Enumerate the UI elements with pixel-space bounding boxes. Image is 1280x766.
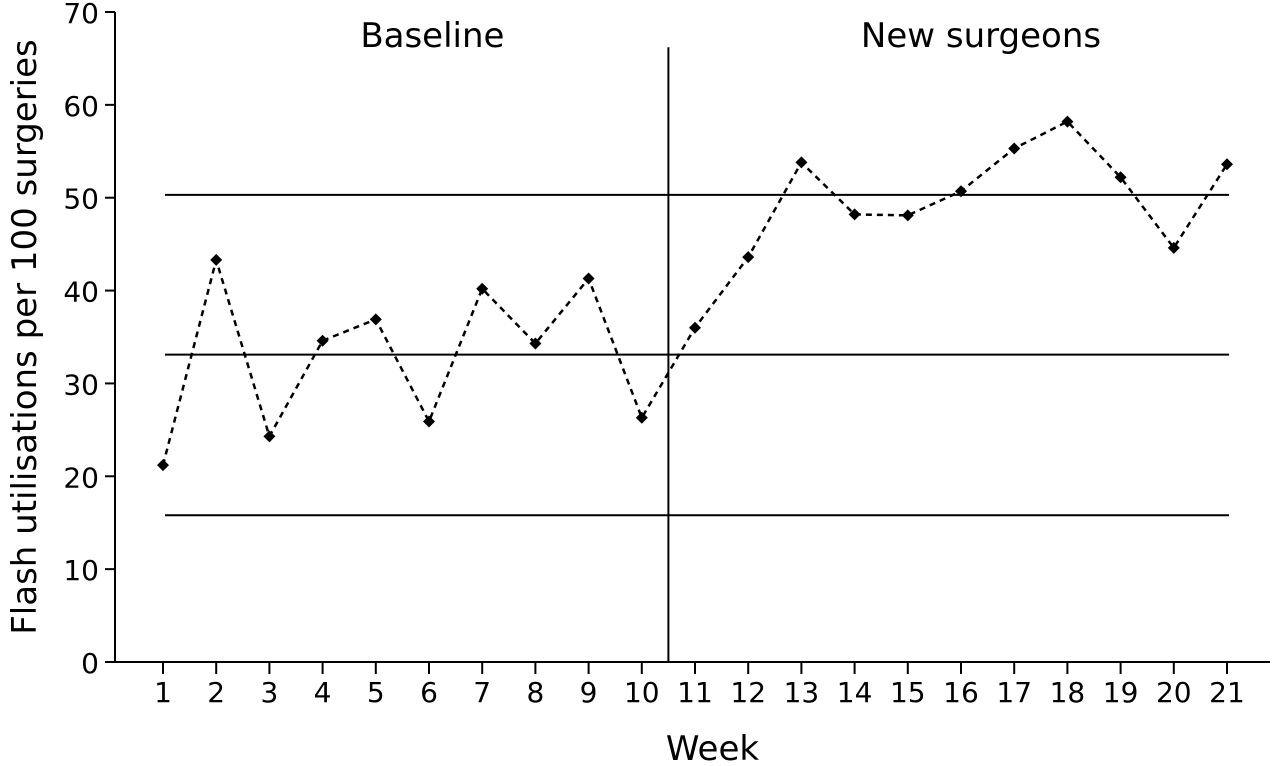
x-axis-ticks: 1 2 3 4 5 6 7 8 9 10 11 12 13 14 15 16 17 18 19 20 21 xyxy=(154,662,1245,709)
data-point xyxy=(1221,158,1233,171)
data-point xyxy=(1061,115,1074,128)
x-tick-label: 15 xyxy=(890,676,926,709)
y-tick-label: 60 xyxy=(63,90,99,123)
x-tick-label: 17 xyxy=(996,676,1032,709)
data-point xyxy=(582,272,595,285)
axes xyxy=(114,12,1270,663)
x-tick-label: 5 xyxy=(367,676,385,709)
y-axis-ticks: 0 10 20 30 40 50 60 70 xyxy=(63,0,115,680)
x-tick-label: 21 xyxy=(1209,676,1245,709)
x-tick-label: 10 xyxy=(624,676,660,709)
x-tick-label: 18 xyxy=(1050,676,1086,709)
reference-lines xyxy=(165,193,1229,517)
data-point xyxy=(635,411,648,424)
data-point xyxy=(157,459,169,472)
y-tick-label: 10 xyxy=(63,554,99,587)
data-point xyxy=(529,337,542,350)
data-point xyxy=(263,430,276,443)
x-tick-label: 11 xyxy=(677,676,713,709)
x-tick-label: 4 xyxy=(314,676,332,709)
data-point xyxy=(689,321,701,334)
x-tick-label: 9 xyxy=(580,676,598,709)
x-tick-label: 16 xyxy=(943,676,979,709)
data-point xyxy=(955,185,967,198)
x-tick-label: 20 xyxy=(1156,676,1192,709)
data-point xyxy=(476,282,489,295)
data-point xyxy=(795,156,808,169)
phase-labels: Baseline New surgeons xyxy=(360,16,1101,56)
phase-label: New surgeons xyxy=(861,16,1101,56)
y-tick-label: 0 xyxy=(81,647,99,680)
data-point xyxy=(848,208,861,221)
data-point xyxy=(316,334,329,347)
y-tick-label: 50 xyxy=(63,183,99,216)
data-point xyxy=(901,209,914,222)
x-tick-label: 6 xyxy=(420,676,438,709)
y-tick-label: 40 xyxy=(63,276,99,309)
x-axis-label: Week xyxy=(666,729,759,766)
data-point xyxy=(423,415,435,428)
x-tick-label: 8 xyxy=(526,676,544,709)
y-tick-label: 20 xyxy=(63,461,99,494)
data-point xyxy=(369,313,382,326)
y-tick-label: 30 xyxy=(63,368,99,401)
y-axis-label: Flash utilisations per 100 surgeries xyxy=(5,39,45,635)
data-point xyxy=(1114,171,1127,184)
data-point xyxy=(742,251,755,264)
x-tick-label: 13 xyxy=(784,676,820,709)
data-point xyxy=(1008,142,1021,155)
x-tick-label: 3 xyxy=(260,676,278,709)
data-point xyxy=(1167,241,1180,254)
x-tick-label: 12 xyxy=(730,676,766,709)
x-tick-label: 14 xyxy=(837,676,873,709)
data-point xyxy=(210,253,223,266)
x-tick-label: 19 xyxy=(1103,676,1139,709)
x-tick-label: 2 xyxy=(207,676,225,709)
x-tick-label: 7 xyxy=(473,676,491,709)
x-tick-label: 1 xyxy=(154,676,172,709)
phase-label: Baseline xyxy=(360,16,504,56)
y-tick-label: 70 xyxy=(63,0,99,30)
series-line xyxy=(161,120,1229,466)
series xyxy=(157,115,1233,472)
